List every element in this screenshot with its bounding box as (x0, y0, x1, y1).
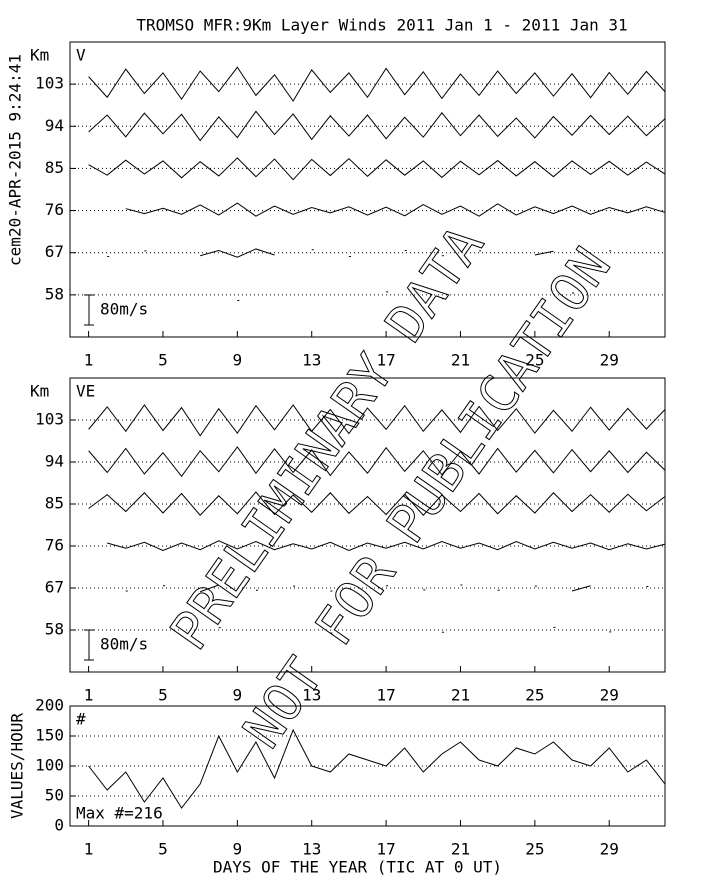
y-axis-label: VALUES/HOUR (8, 713, 27, 819)
panel-label: VE (76, 382, 95, 401)
wind-trace (88, 110, 666, 142)
wind-trace (88, 446, 666, 478)
x-tick-label: 5 (158, 686, 168, 705)
x-tick-label: 25 (525, 840, 544, 859)
side-text: cem20-APR-2015 9:24:41 (6, 54, 25, 266)
x-tick-label: 17 (376, 840, 395, 859)
x-tick-label: 29 (600, 840, 619, 859)
wind-trace (571, 585, 591, 592)
x-tick-label: 21 (451, 686, 470, 705)
x-tick-label: 17 (376, 686, 395, 705)
x-tick-label: 25 (525, 351, 544, 370)
y-tick-label: 67 (45, 242, 64, 261)
scale-bar (84, 629, 94, 661)
x-tick-label: 25 (525, 686, 544, 705)
x-tick-label: 29 (600, 686, 619, 705)
x-tick-label: 21 (451, 840, 470, 859)
x-tick-label: 5 (158, 840, 168, 859)
x-tick-label: 29 (600, 351, 619, 370)
note: Max #=216 (76, 804, 163, 823)
x-tick-label: 1 (84, 840, 94, 859)
scale-bar-label: 80m/s (100, 300, 148, 319)
wind-trace (200, 248, 275, 258)
y-tick-label: 200 (35, 696, 64, 715)
wind-trace (199, 584, 219, 593)
wind-trace (88, 66, 666, 102)
panel-label: V (76, 46, 86, 65)
scale-bar-label: 80m/s (100, 635, 148, 654)
panel-label: # (76, 710, 86, 729)
x-tick-label: 13 (302, 686, 321, 705)
y-tick-label: 85 (45, 158, 64, 177)
wind-trace (88, 491, 666, 516)
wind-trace (107, 540, 666, 552)
y-tick-label: 50 (45, 786, 64, 805)
y-axis-label: Km (30, 46, 49, 65)
y-tick-label: 150 (35, 726, 64, 745)
y-tick-label: 94 (45, 452, 64, 471)
x-tick-label: 5 (158, 351, 168, 370)
plot-frame (69, 377, 666, 673)
y-tick-label: 58 (45, 284, 64, 303)
y-tick-label: 100 (35, 756, 64, 775)
y-tick-label: 103 (35, 74, 64, 93)
wind-trace (88, 157, 666, 181)
x-tick-label: 9 (233, 686, 243, 705)
y-tick-label: 76 (45, 200, 64, 219)
y-axis-label: Km (30, 382, 49, 401)
x-tick-label: 1 (84, 351, 94, 370)
y-tick-label: 76 (45, 536, 64, 555)
y-tick-label: 0 (54, 816, 64, 835)
x-axis-label: DAYS OF THE YEAR (TIC AT 0 UT) (213, 858, 502, 877)
x-tick-label: 9 (233, 351, 243, 370)
wind-trace (125, 202, 666, 217)
chart-title: TROMSO MFR:9Km Layer Winds 2011 Jan 1 - … (136, 16, 627, 35)
y-tick-label: 67 (45, 578, 64, 597)
y-tick-label: 94 (45, 116, 64, 135)
x-tick-label: 1 (84, 686, 94, 705)
y-tick-label: 103 (35, 410, 64, 429)
x-tick-label: 17 (376, 351, 395, 370)
x-tick-label: 13 (302, 351, 321, 370)
x-tick-label: 21 (451, 351, 470, 370)
y-tick-label: 58 (45, 620, 64, 639)
count-line (88, 728, 666, 809)
x-tick-label: 13 (302, 840, 321, 859)
x-tick-label: 9 (233, 840, 243, 859)
wind-trace (88, 404, 666, 437)
scale-bar (84, 294, 94, 326)
wind-trace (534, 250, 554, 256)
plot-frame (69, 41, 666, 338)
y-tick-label: 85 (45, 494, 64, 513)
